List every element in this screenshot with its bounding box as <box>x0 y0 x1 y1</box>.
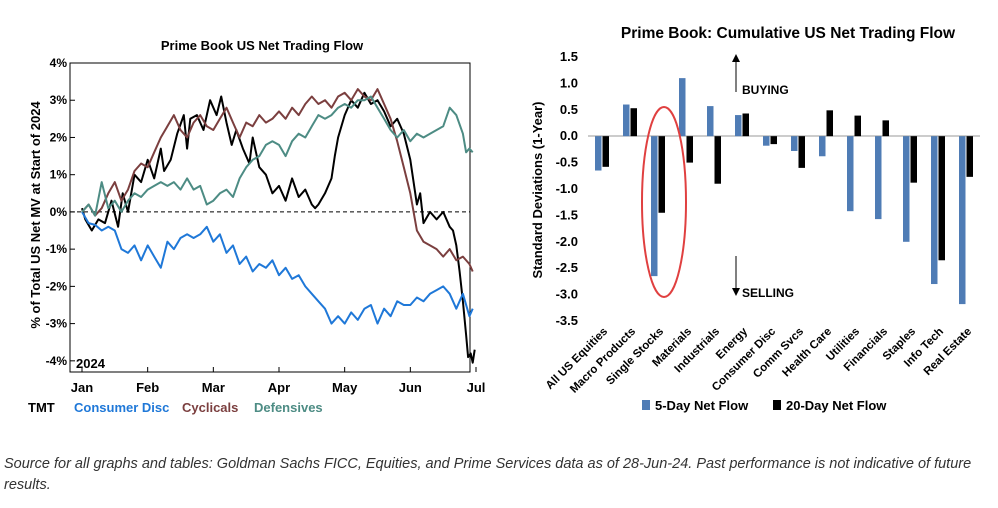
bar-20day <box>630 108 637 137</box>
left-series-lines <box>81 88 476 364</box>
single-stocks-highlight-circle <box>641 106 687 298</box>
left-x-tick-label: Jul <box>467 380 486 395</box>
left-y-tick-label: 2% <box>50 130 68 144</box>
left-y-tick-label: 1% <box>50 168 68 182</box>
left-x-tick-label: Feb <box>136 380 159 395</box>
left-legend-item: Cyclicals <box>182 400 238 415</box>
left-legend-item: Defensives <box>254 400 323 415</box>
bar-20day <box>882 120 889 137</box>
left-x-tick-label: Jun <box>399 380 422 395</box>
right-y-tick-label: -1.0 <box>556 181 578 196</box>
right-y-tick-label: 0.0 <box>560 128 578 143</box>
bar-20day <box>938 136 945 261</box>
bar-5day <box>707 106 714 137</box>
bar-20day <box>686 136 693 163</box>
bar-5day <box>819 136 826 157</box>
bar-5day <box>595 136 602 171</box>
bar-5day <box>679 78 686 137</box>
right-legend-swatch <box>773 400 781 410</box>
left-plot-frame <box>69 62 471 373</box>
bar-20day <box>910 136 917 183</box>
left-y-axis-label: % of Total US Net MV at Start of 2024 <box>28 101 43 329</box>
bar-5day <box>623 104 630 137</box>
left-series-line-defensives <box>81 95 474 217</box>
left-x-tick-label: May <box>332 380 358 395</box>
left-legend-item: TMT <box>28 400 55 415</box>
bar-20day <box>714 136 721 184</box>
left-series-line-consumer-disc <box>81 211 474 325</box>
bar-5day <box>735 115 742 137</box>
bar-5day <box>875 136 882 220</box>
left-y-tick-label: 4% <box>50 56 68 70</box>
right-chart-title: Prime Book: Cumulative US Net Trading Fl… <box>621 25 956 42</box>
left-chart-title: Prime Book US Net Trading Flow <box>161 38 364 53</box>
bar-20day <box>742 113 749 137</box>
left-y-tick-label: 3% <box>50 93 68 107</box>
bar-20day <box>854 115 861 137</box>
right-y-tick-label: -2.0 <box>556 234 578 249</box>
buying-label: BUYING <box>742 83 789 97</box>
bar-5day <box>763 136 770 146</box>
right-bars <box>595 78 973 305</box>
left-y-tick-label: -4% <box>46 354 68 368</box>
right-y-tick-label: -0.5 <box>556 155 578 170</box>
right-legend-label: 5-Day Net Flow <box>655 398 749 413</box>
right-y-axis: 1.5 1.0 0.5 0.0 -0.5 -1.0 -1.5 -2.0 -2.5 -3.0 -3.5 <box>556 49 578 328</box>
left-legend-item: Consumer Disc <box>74 400 169 415</box>
bar-5day <box>651 136 658 277</box>
right-y-tick-label: 1.5 <box>560 49 578 64</box>
left-y-tick-label: -3% <box>46 317 68 331</box>
bar-20day <box>966 136 973 177</box>
right-y-tick-label: -3.0 <box>556 287 578 302</box>
left-year-label: 2024 <box>76 356 106 371</box>
bar-5day <box>791 136 798 151</box>
left-legend: TMT Consumer Disc Cyclicals Defensives <box>28 400 323 415</box>
right-y-tick-label: 0.5 <box>560 102 578 117</box>
right-legend: 5-Day Net Flow 20-Day Net Flow <box>642 398 887 413</box>
left-series-line-tmt <box>81 91 476 364</box>
left-line-chart: Prime Book US Net Trading Flow 4% 3% 2% 1% 0… <box>28 38 486 415</box>
left-y-axis: 4% 3% 2% 1% 0% -1% -2% -3% -4% <box>46 56 75 368</box>
left-series-line-cyclicals <box>81 88 474 272</box>
bar-5day <box>931 136 938 285</box>
left-y-tick-label: -2% <box>46 279 68 293</box>
left-y-tick-label: 0% <box>50 205 68 219</box>
buying-annotation: BUYING <box>732 54 789 97</box>
right-y-tick-label: -3.5 <box>556 313 578 328</box>
bar-5day <box>847 136 854 212</box>
source-footnote: Source for all graphs and tables: Goldma… <box>4 456 972 493</box>
selling-annotation: SELLING <box>732 256 794 300</box>
bar-20day <box>770 136 777 145</box>
right-y-axis-label: Standard Deviations (1-Year) <box>530 102 545 279</box>
left-x-axis: Jan Feb Mar Apr May Jun Jul <box>71 367 486 395</box>
left-x-tick-label: Mar <box>202 380 225 395</box>
bar-20day <box>658 136 665 213</box>
right-y-tick-label: -1.5 <box>556 207 578 222</box>
right-legend-swatch <box>642 400 650 410</box>
left-x-tick-label: Apr <box>268 380 290 395</box>
right-legend-label: 20-Day Net Flow <box>786 398 887 413</box>
bar-20day <box>798 136 805 168</box>
left-x-tick-label: Jan <box>71 380 93 395</box>
left-y-tick-label: -1% <box>46 242 68 256</box>
bar-20day <box>602 136 609 167</box>
right-bar-chart: Prime Book: Cumulative US Net Trading Fl… <box>530 25 980 413</box>
bar-20day <box>826 110 833 137</box>
selling-label: SELLING <box>742 286 794 300</box>
bar-5day <box>959 136 966 305</box>
right-y-tick-label: -2.5 <box>556 260 578 275</box>
bar-5day <box>903 136 910 242</box>
right-y-tick-label: 1.0 <box>560 75 578 90</box>
